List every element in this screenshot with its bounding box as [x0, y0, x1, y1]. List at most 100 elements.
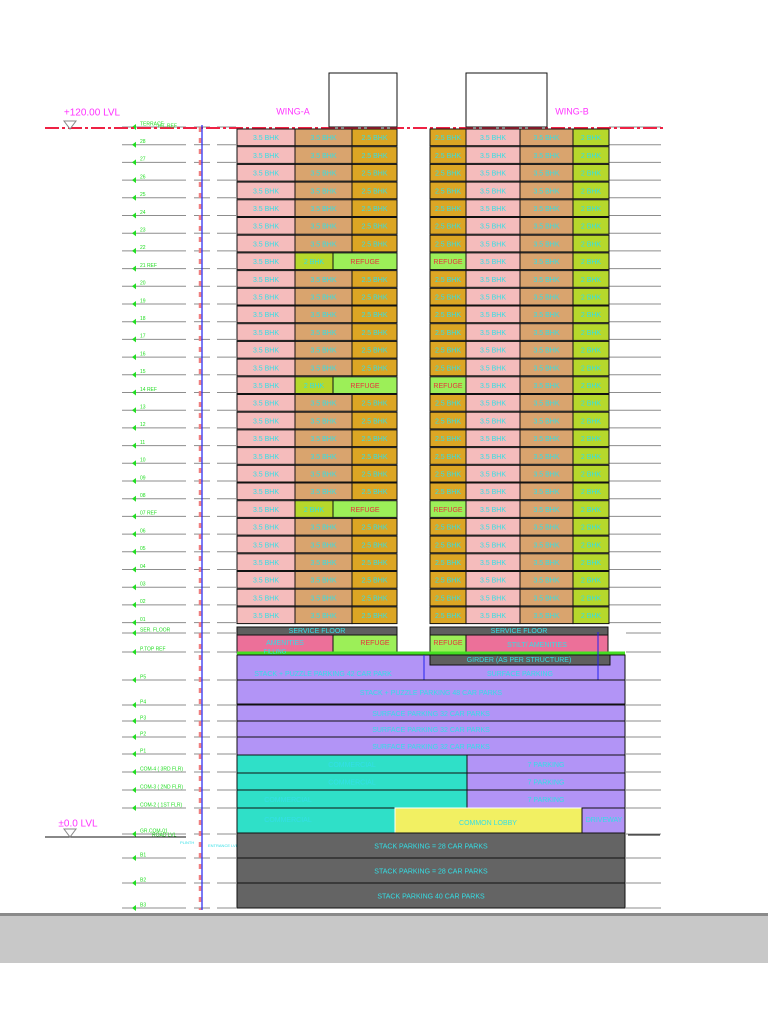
unit-cell-wing-a — [351, 394, 398, 412]
unit-label: 2 BHK — [581, 401, 602, 408]
level-arrow-icon — [132, 630, 136, 636]
unit-label: 3.5 BHK — [480, 188, 506, 195]
level-arrow-icon — [132, 442, 136, 449]
unit-label: 2.5 BHK — [361, 525, 387, 532]
unit-label: 3.5 BHK — [480, 578, 506, 585]
unit-label: 3.5 BHK — [253, 401, 279, 408]
floor-level-label: 06 — [140, 528, 146, 534]
unit-label: 3.5 BHK — [533, 294, 559, 301]
level-arrow-icon — [132, 247, 136, 254]
unit-label: 3.5 BHK — [253, 560, 279, 567]
floor-level-label: COM-2 ( 1ST FLR) — [140, 802, 182, 808]
unit-label: 2 BHK — [581, 365, 602, 372]
level-arrow-icon — [132, 880, 136, 886]
unit-label: 2 BHK — [581, 277, 602, 284]
unit-label: 3.5 BHK — [533, 595, 559, 602]
ground-level-label: ±0.0 LVL — [58, 819, 98, 830]
unit-label: 2.5 BHK — [361, 188, 387, 195]
level-arrow-icon — [132, 177, 136, 184]
commercial-label: COMMERCIAL — [264, 797, 312, 804]
unit-label: 2.5 BHK — [435, 542, 461, 549]
floor-level-label: GR.COM-01 — [140, 828, 168, 834]
unit-label: 2 BHK — [581, 578, 602, 585]
unit-label: 3.5 BHK — [533, 241, 559, 248]
unit-label: 3.5 BHK — [253, 507, 279, 514]
parking-p5-left-label: STACK + PUZZLE PARKING 42 CAR PARK — [254, 671, 392, 678]
unit-label: 3.5 BHK — [310, 206, 336, 213]
unit-label: 2.5 BHK — [361, 401, 387, 408]
unit-cell-wing-b — [572, 287, 610, 306]
floor-level-label: B1 — [140, 852, 146, 858]
level-arrow-icon — [132, 389, 136, 396]
unit-label: 3.5 BHK — [480, 436, 506, 443]
unit-label: 2.5 BHK — [361, 471, 387, 478]
unit-label: 2.5 BHK — [361, 436, 387, 443]
level-arrow-icon — [132, 548, 136, 555]
unit-label: 3.5 BHK — [310, 330, 336, 337]
unit-label: 3.5 BHK — [533, 578, 559, 585]
unit-label: 3.5 BHK — [253, 542, 279, 549]
unit-label: 3.5 BHK — [533, 418, 559, 425]
refuge-label: REFUGE — [360, 640, 390, 647]
floor-level-label: SER. FLOOR — [140, 627, 171, 633]
unit-label: 2.5 BHK — [361, 542, 387, 549]
unit-label: 2 BHK — [304, 507, 325, 514]
unit-cell-wing-a — [332, 252, 398, 271]
unit-label: 2.5 BHK — [435, 153, 461, 160]
floor-level-label: 14 REF — [140, 387, 157, 393]
unit-label: 3.5 BHK — [480, 595, 506, 602]
unit-label: 2.5 BHK — [361, 277, 387, 284]
level-arrow-icon — [132, 265, 136, 272]
unit-label: 2 BHK — [581, 241, 602, 248]
level-arrow-icon — [132, 855, 136, 861]
parking-p1-label: SURFACE PARKING 32 CAR PARKS — [372, 744, 490, 751]
floor-level-label: 19 — [140, 298, 146, 304]
unit-label: 2.5 BHK — [361, 489, 387, 496]
lift-core-wing-b — [465, 72, 548, 128]
level-arrow-icon — [132, 601, 136, 608]
unit-label: 2.5 BHK — [361, 330, 387, 337]
unit-cell-wing-b — [572, 128, 610, 147]
unit-label: 2.5 BHK — [435, 206, 461, 213]
level-arrow-icon — [132, 787, 136, 793]
floor-level-label: P.TOP REF — [140, 646, 166, 652]
unit-label: 3.5 BHK — [533, 383, 559, 390]
top-level-label: +120.00 LVL — [64, 108, 121, 119]
unit-label: 2.5 BHK — [435, 241, 461, 248]
unit-cell-wing-a — [351, 163, 398, 182]
unit-label: 2 BHK — [581, 595, 602, 602]
unit-cell-wing-a — [332, 376, 398, 394]
unit-cell-wing-b — [572, 305, 610, 324]
floor-level-label: 02 — [140, 599, 146, 605]
unit-label: 2 BHK — [581, 294, 602, 301]
lift-core-wing-a — [328, 72, 398, 128]
level-arrow-icon — [132, 212, 136, 219]
level-arrow-icon — [132, 495, 136, 502]
level-arrow-icon — [132, 354, 136, 361]
level-arrow-icon — [132, 566, 136, 573]
unit-label: 3.5 BHK — [253, 294, 279, 301]
unit-label: 3.5 BHK — [480, 542, 506, 549]
floor-level-label: 27 — [140, 157, 146, 163]
unit-label: 3.5 BHK — [480, 330, 506, 337]
unit-cell-wing-b — [572, 340, 610, 359]
unit-cell-wing-a — [351, 517, 398, 536]
level-arrow-icon — [132, 734, 136, 740]
unit-label: 2.5 BHK — [361, 312, 387, 319]
unit-label: 2.5 BHK — [435, 188, 461, 195]
unit-cell-wing-b — [572, 358, 610, 377]
floor-level-label: 24 — [140, 210, 146, 216]
unit-label: 2.5 BHK — [361, 578, 387, 585]
unit-cell-wing-b — [572, 181, 610, 200]
unit-label: 3.5 BHK — [533, 525, 559, 532]
level-arrow-icon — [132, 230, 136, 237]
unit-label: 3.5 BHK — [533, 224, 559, 231]
unit-cell-wing-b — [572, 482, 610, 501]
floor-level-label: 16 — [140, 351, 146, 357]
unit-label: 3.5 BHK — [310, 613, 336, 620]
unit-label: 2.5 BHK — [435, 578, 461, 585]
level-arrow-icon — [132, 318, 136, 325]
unit-label: 3.5 BHK — [253, 436, 279, 443]
unit-label: 3.5 BHK — [253, 471, 279, 478]
floor-level-label: 21 REF — [140, 263, 157, 269]
